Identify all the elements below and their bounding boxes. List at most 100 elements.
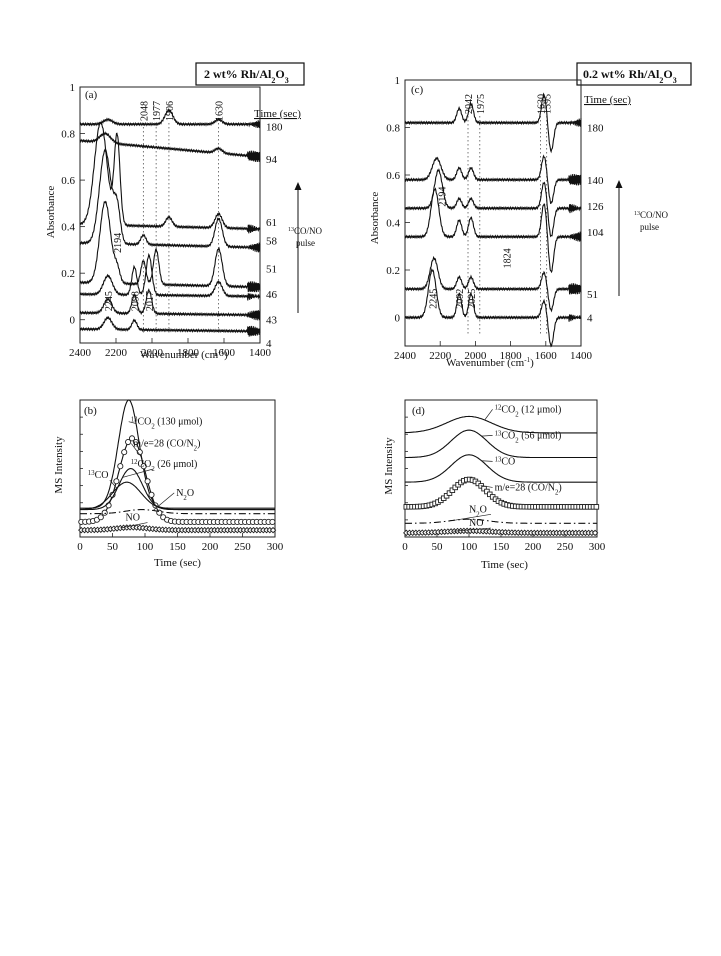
panel-b-x-tick-label: 50: [107, 541, 119, 553]
panel-d-x-tick-label: 250: [557, 541, 574, 553]
panel-c-time-label: 180: [587, 123, 604, 135]
panel-a-spectrum-4s: [79, 315, 261, 337]
panel-a-pulse-label-2: pulse: [296, 238, 315, 248]
panel-c-peak-label-2194: 2194: [437, 187, 448, 207]
panel-c-x-tick-label: 1400: [570, 350, 593, 362]
panel-c-peak-label-2092: 2092: [455, 289, 466, 309]
panel-b-marker: [140, 463, 147, 470]
panel-d-leader-3: [480, 485, 493, 488]
panel-a-spectrum-61s: [79, 121, 261, 234]
panel-d-trace-0: [405, 415, 597, 434]
panel-b-marker: [117, 463, 124, 470]
panel-b-leader-1: [131, 443, 142, 457]
panel-a-peak-label-1977: 1977: [152, 101, 163, 121]
panel-d-series-label-1: 13CO2 (56 μmol): [495, 430, 562, 444]
panel-a-time-label: 61: [266, 217, 277, 229]
panel-a-spectrum-46s: [79, 252, 261, 301]
panel-d-marker: [481, 485, 487, 492]
panel-b-x-tick-label: 150: [169, 541, 186, 553]
panel-d-trace-4: [405, 518, 597, 524]
panel-b-ms-2wt: (b) Time (sec) MS Intensity 0 50 100 150 200…: [53, 399, 284, 569]
panel-c-x-tick-label: 1800: [500, 350, 523, 362]
panel-a-peak-label-2017: 2017: [145, 291, 156, 311]
panel-c-peak-label-2042: 2042: [464, 94, 475, 114]
panel-d-leader-5: [453, 527, 492, 532]
panel-a-time-label: 94: [266, 154, 278, 166]
panel-d-leader-1: [481, 435, 493, 437]
panel-a-x-axis-title: Wavenumber (cm-1): [140, 348, 228, 361]
panel-b-series-label-2: 12CO2 (26 μmol): [131, 459, 198, 473]
panel-c-pulse-label: 13CO/NO: [634, 210, 669, 220]
panel-a-boxed-label-frame: [195, 62, 305, 86]
panel-d-marker: [593, 504, 600, 510]
panel-c-peak-label-2025: 2025: [467, 289, 478, 309]
panel-c-time-header: Time (sec): [584, 94, 631, 106]
panel-c-x-axis-title: Wavenumber (cm-1): [446, 356, 534, 369]
panel-a-pulse-label: 13CO/NO: [288, 226, 323, 236]
panel-d-x-tick-label: 50: [432, 541, 444, 553]
panel-a-boxed-label: 2 wt% Rh/Al2O3: [204, 67, 289, 85]
panel-d-series-label-2: 13CO: [495, 456, 516, 468]
panel-b-x-tick-label: 0: [77, 541, 83, 553]
panel-c-peak-label-1975: 1975: [476, 94, 487, 114]
panel-c-y-tick-label: 0.6: [386, 170, 400, 182]
panel-c-peak-label-2245: 2245: [428, 289, 439, 309]
panel-a-x-tick-label: 2400: [69, 347, 92, 359]
panel-d-series-label-0: 12CO2 (12 μmol): [495, 404, 562, 418]
panel-d-y-axis-title: MS Intensity: [383, 437, 395, 495]
panel-d-marker: [449, 487, 456, 493]
panel-a-time-label: 51: [266, 264, 277, 276]
panel-a-peak-label-2245: 2245: [104, 291, 115, 311]
panel-a-peak-label-1906: 1906: [165, 101, 176, 121]
panel-d-series-label-4: N2O: [469, 504, 487, 518]
panel-b-marker: [113, 478, 120, 485]
panel-b-y-axis-title: MS Intensity: [53, 436, 65, 494]
panel-c-y-tick-label: 0: [395, 313, 401, 325]
panel-d-leader-4: [455, 513, 492, 521]
panel-b-letter: (b): [84, 405, 97, 417]
panel-a-time-header: Time (sec): [254, 108, 301, 120]
panel-b-marker: [128, 435, 136, 442]
panel-a-x-tick-label: 1400: [249, 347, 272, 359]
panel-b-trace-3: [79, 481, 275, 511]
panel-d-x-tick-label: 0: [402, 541, 408, 553]
panel-a-time-label: 46: [266, 289, 278, 301]
panel-b-marker: [125, 438, 132, 446]
panel-b-series-label-3: 13CO: [88, 470, 109, 482]
panel-d-x-tick-label: 200: [525, 541, 542, 553]
panel-c-spectrum-140s: [404, 154, 582, 205]
panel-a-spectrum-180s: [79, 108, 261, 129]
panel-a-x-tick-label: 1800: [177, 347, 200, 359]
panel-c-x-tick-label: 2000: [464, 350, 487, 362]
panel-b-leader-4: [152, 492, 175, 511]
panel-c-spectrum-180s: [404, 92, 582, 154]
panel-a-x-tick-label: 1600: [213, 347, 236, 359]
panel-b-series-label-4: N2O: [176, 488, 194, 502]
panel-c-boxed-label-frame: [576, 62, 692, 86]
panel-a-peak-label-1630: 1630: [215, 101, 226, 121]
panel-d-x-tick-label: 300: [589, 541, 606, 553]
panel-d-trace-1: [405, 429, 597, 459]
panel-b-marker: [144, 478, 151, 485]
panel-c-y-tick-label: 0.4: [386, 218, 400, 230]
panel-d-x-axis-title: Time (sec): [481, 559, 528, 571]
panel-a-peak-label-2048: 2048: [139, 101, 150, 121]
panel-a-time-label: 180: [266, 122, 283, 134]
panel-d-plot-frame: [404, 399, 598, 538]
panel-a-x-tick-label: 2000: [141, 347, 164, 359]
panel-b-marker: [148, 491, 155, 498]
panel-d-letter: (d): [412, 405, 425, 417]
panel-b-leader-3: [109, 479, 118, 489]
panel-c-time-label: 104: [587, 227, 604, 239]
panel-c-ir-02wt: 0.2 wt% Rh/Al2O3 (c) Time (sec) 13CO/NO …: [369, 62, 692, 369]
panel-a-peak-label-2098: 2098: [130, 291, 141, 311]
panel-c-spectrum-104s: [404, 187, 582, 274]
panel-c-boxed-label: 0.2 wt% Rh/Al2O3: [583, 67, 677, 85]
panel-a-x-tick-label: 2200: [105, 347, 128, 359]
panel-a-y-tick-label: 0.8: [61, 129, 75, 141]
panel-c-x-tick-label: 2200: [429, 350, 452, 362]
panel-a-time-label: 4: [266, 338, 272, 350]
panel-d-series-label-5: NO: [469, 518, 483, 529]
panel-c-y-tick-label: 0.8: [386, 123, 400, 135]
